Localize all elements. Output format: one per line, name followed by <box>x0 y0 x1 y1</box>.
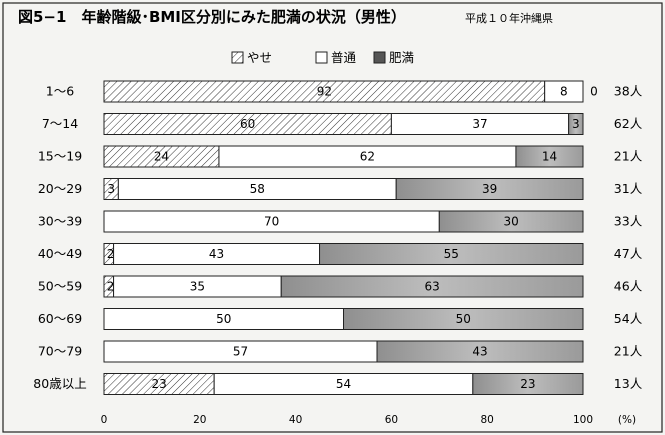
x-tick-label: 100 <box>573 414 593 426</box>
category-label: 70～79 <box>38 344 82 359</box>
data-label-yase: 23 <box>151 377 166 391</box>
row-total-label: 38人 <box>614 84 643 99</box>
data-label-futsu: 35 <box>190 280 205 294</box>
legend-label-yase: やせ <box>247 50 272 65</box>
data-label-yase: 2 <box>107 280 115 294</box>
row-total-label: 13人 <box>614 376 643 391</box>
data-label-himan: 0 <box>590 85 598 99</box>
category-label: 80歳以上 <box>33 376 86 391</box>
chart-subtitle: 平成１０年沖縄県 <box>465 11 553 25</box>
data-label-futsu: 57 <box>233 345 248 359</box>
data-label-himan: 63 <box>424 280 439 294</box>
row-total-label: 21人 <box>614 149 643 164</box>
bar-segment-himan <box>568 113 584 135</box>
data-label-yase: 3 <box>107 182 115 196</box>
bar-segment-himan <box>515 145 584 168</box>
data-label-futsu: 37 <box>472 117 487 131</box>
row-total-label: 33人 <box>614 214 643 229</box>
data-label-futsu: 62 <box>360 150 375 164</box>
data-label-yase: 92 <box>317 85 332 99</box>
data-label-futsu: 70 <box>264 215 279 229</box>
bar-segment-himan <box>395 178 584 200</box>
legend-label-himan: 肥満 <box>389 50 414 65</box>
bar-segment-himan <box>319 243 584 265</box>
x-axis-unit: (%) <box>618 414 636 426</box>
data-label-futsu: 54 <box>336 377 351 391</box>
data-label-himan: 3 <box>572 117 580 131</box>
data-label-himan: 43 <box>472 345 487 359</box>
data-label-himan: 14 <box>542 150 557 164</box>
category-label: 1～6 <box>46 84 74 99</box>
data-label-himan: 50 <box>456 312 471 326</box>
x-tick-label: 40 <box>289 414 302 426</box>
x-tick-label: 0 <box>101 414 108 426</box>
bar-segment-himan <box>438 210 584 233</box>
category-label: 20～29 <box>38 181 82 196</box>
data-label-futsu: 43 <box>209 247 224 261</box>
data-label-himan: 39 <box>482 182 497 196</box>
category-label: 30～39 <box>38 214 82 229</box>
x-tick-label: 60 <box>385 414 398 426</box>
bar-segment-himan <box>343 308 584 330</box>
bar-segment-futsu <box>544 80 584 103</box>
x-tick-label: 20 <box>193 414 206 426</box>
legend-swatch-himan <box>373 51 386 64</box>
category-label: 60～69 <box>38 311 82 326</box>
data-label-himan: 30 <box>504 215 519 229</box>
category-label: 40～49 <box>38 246 82 261</box>
data-label-futsu: 58 <box>250 182 265 196</box>
bar-segment-himan <box>472 373 584 395</box>
row-total-label: 62人 <box>614 116 643 131</box>
legend-label-futsu: 普通 <box>331 50 357 65</box>
data-label-himan: 23 <box>520 377 535 391</box>
category-label: 50～59 <box>38 279 82 294</box>
legend-swatch-futsu <box>315 51 328 64</box>
bar-segment-himan <box>376 340 584 363</box>
row-total-label: 46人 <box>614 279 643 294</box>
row-total-label: 31人 <box>614 181 643 196</box>
category-label: 15～19 <box>38 149 82 164</box>
data-label-futsu: 50 <box>216 312 231 326</box>
data-label-yase: 24 <box>154 150 169 164</box>
data-label-yase: 2 <box>107 247 115 261</box>
chart-title: 図5−1 年齢階級･BMI区分別にみた肥満の状況（男性） <box>18 8 406 26</box>
data-label-futsu: 8 <box>560 85 568 99</box>
category-label: 7～14 <box>42 116 78 131</box>
data-label-yase: 60 <box>240 117 255 131</box>
x-tick-label: 80 <box>481 414 494 426</box>
row-total-label: 21人 <box>614 344 643 359</box>
bar-segment-himan <box>280 275 584 298</box>
legend-swatch-yase <box>231 51 244 64</box>
legend: やせ 普通 肥満 <box>231 50 414 65</box>
row-total-label: 54人 <box>614 311 643 326</box>
data-label-himan: 55 <box>444 247 459 261</box>
row-total-label: 47人 <box>614 246 643 261</box>
